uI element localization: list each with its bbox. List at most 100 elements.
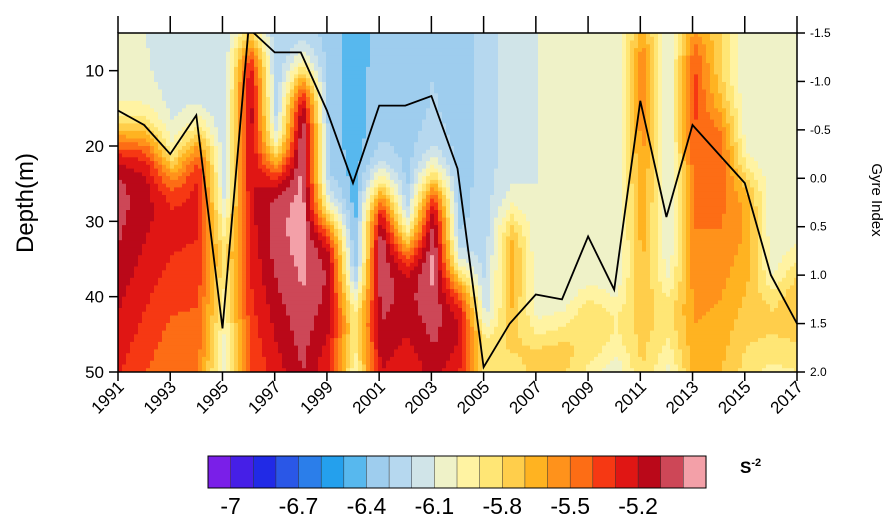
field-cell [242,33,247,38]
field-cell [190,213,195,218]
field-cell [310,63,315,68]
field-cell [306,225,311,230]
field-cell [150,70,155,75]
field-cell [118,51,123,56]
field-cell [266,82,271,87]
field-cell [218,40,223,45]
field-cell [142,360,147,365]
field-cell [154,259,159,264]
field-cell [234,353,239,358]
field-cell [190,289,195,294]
field-cell [230,44,235,49]
field-cell [146,198,151,203]
field-cell [166,292,171,298]
field-cell [298,251,303,256]
field-cell [158,36,163,41]
field-cell [146,164,151,169]
field-cell [286,262,291,267]
field-cell [186,40,191,45]
field-cell [174,360,179,365]
field-cell [322,149,327,154]
field-cell [178,74,183,79]
field-cell [166,232,171,237]
field-cell [250,187,255,192]
field-cell [322,36,327,41]
field-cell [286,66,291,72]
field-cell [154,78,159,83]
field-cell [266,66,271,72]
field-cell [330,236,335,241]
field-cell [166,59,171,64]
field-cell [142,93,147,98]
field-cell [134,368,139,372]
field-cell [162,55,167,60]
field-cell [310,262,315,267]
field-cell [226,292,231,298]
field-cell [322,311,327,316]
field-cell [314,225,319,230]
field-cell [170,368,175,372]
field-cell [326,210,331,215]
field-cell [330,360,335,365]
field-cell [262,315,267,320]
field-cell [318,123,323,128]
field-cell [186,134,191,139]
field-cell [174,44,179,49]
field-cell [210,157,215,162]
field-cell [250,97,255,102]
field-cell [166,198,171,203]
field-cell [130,232,135,237]
field-cell [258,341,263,347]
field-cell [270,289,275,294]
field-cell [226,176,231,181]
field-cell [186,364,191,369]
field-cell [326,277,331,282]
field-cell [334,127,339,132]
field-cell [218,63,223,68]
field-cell [210,360,215,365]
field-cell [290,368,295,372]
field-cell [294,341,299,347]
field-cell [142,40,147,45]
field-cell [322,187,327,192]
field-cell [134,353,139,358]
field-cell [146,55,151,60]
field-cell [218,281,223,286]
field-cell [226,93,231,98]
field-cell [314,157,319,162]
field-cell [210,82,215,87]
field-cell [142,368,147,372]
field-cell [190,360,195,365]
field-cell [154,33,159,38]
field-cell [286,243,291,249]
field-cell [334,74,339,79]
field-cell [178,164,183,169]
field-cell [170,334,175,339]
field-cell [230,146,235,151]
field-cell [198,112,203,117]
field-cell [294,93,299,98]
field-cell [138,217,143,222]
field-cell [326,66,331,72]
field-cell [166,36,171,41]
field-cell [266,217,271,222]
field-cell [234,82,239,87]
field-cell [202,338,207,343]
field-cell [214,51,219,56]
field-cell [190,142,195,147]
field-cell [126,130,131,136]
field-cell [142,225,147,230]
field-cell [226,353,231,358]
field-cell [282,210,287,215]
field-cell [134,281,139,286]
field-cell [206,74,211,79]
field-cell [166,368,171,372]
field-cell [194,161,199,166]
field-cell [230,326,235,331]
field-cell [254,277,259,282]
field-cell [142,266,147,271]
field-cell [122,59,127,64]
field-cell [162,157,167,162]
field-cell [238,341,243,347]
field-cell [162,195,167,200]
